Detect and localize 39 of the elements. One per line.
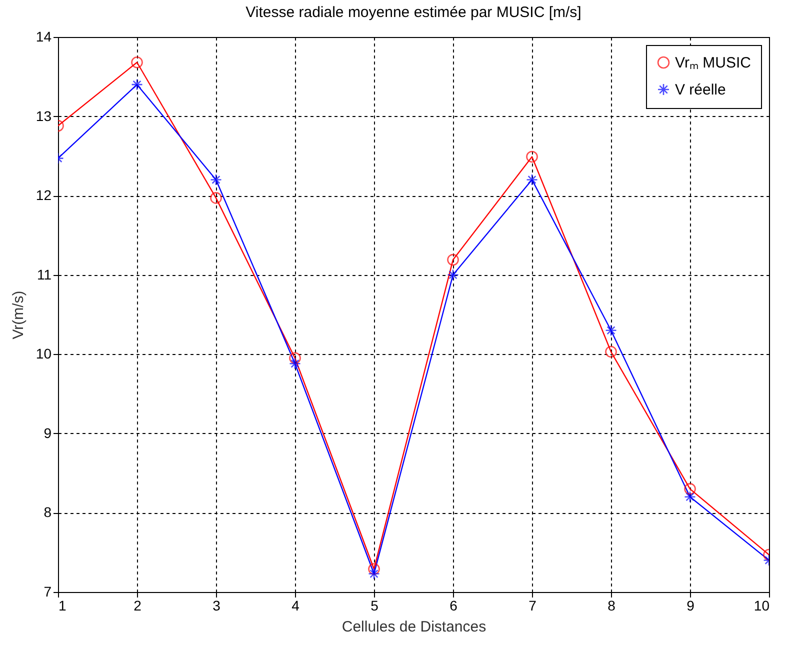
point	[526, 150, 538, 163]
y-tick-label: 9	[44, 424, 52, 441]
y-tick-label: 14	[36, 28, 52, 44]
point	[131, 56, 143, 68]
point	[684, 490, 696, 503]
x-tick-label: 3	[212, 598, 221, 614]
x-tick-label: 1	[58, 598, 66, 614]
point	[210, 174, 222, 186]
x-tick-label: 2	[134, 598, 142, 614]
point	[289, 358, 301, 370]
y-tick-label: 11	[36, 266, 52, 282]
legend-label: V réelle	[675, 82, 726, 98]
point	[210, 192, 222, 204]
x-tick-label: 8	[608, 598, 616, 614]
legend-label: Vrₘ MUSIC	[675, 54, 752, 72]
y-tick-label: 12	[36, 187, 52, 204]
x-tick-label: 9	[686, 598, 695, 614]
y-tick-label: 8	[44, 504, 52, 520]
point	[368, 568, 380, 580]
y-axis-title: Vr(m/s)	[10, 290, 27, 340]
point	[447, 268, 459, 281]
x-tick-label: 10	[754, 598, 770, 614]
x-tick-label: 4	[292, 598, 300, 614]
point	[289, 352, 301, 364]
point	[684, 483, 696, 495]
x-axis-title: Cellules de Distances	[342, 618, 486, 636]
point	[526, 174, 538, 186]
x-tick-label: 6	[450, 598, 458, 614]
y-tick-label: 7	[44, 584, 52, 600]
chart-title: Vitesse radiale moyenne estimée par MUSIC [m/s]	[246, 4, 582, 21]
point	[131, 78, 143, 90]
x-tick-label: 7	[528, 598, 537, 614]
point	[368, 563, 380, 575]
y-tick-label: 10	[36, 346, 52, 362]
y-tick-label: 13	[36, 108, 52, 124]
point	[605, 346, 617, 358]
point	[447, 254, 459, 266]
point	[605, 324, 617, 336]
x-tick-label: 5	[370, 598, 379, 614]
